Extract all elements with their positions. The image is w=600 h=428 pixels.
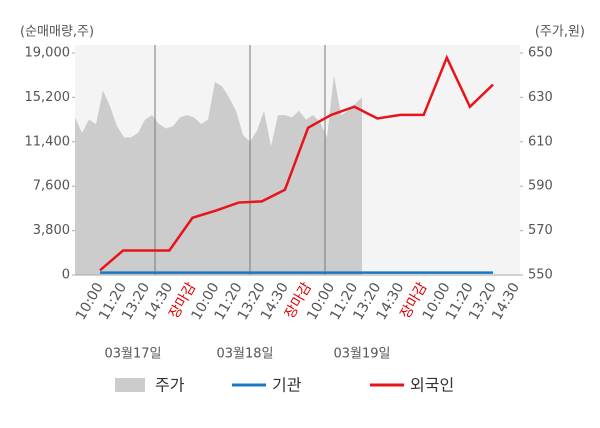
y-tick-label: 7,600 (33, 179, 70, 194)
y2-axis-title: (주가,원) (535, 25, 585, 40)
y2-tick-label: 610 (528, 134, 553, 149)
y2-tick-label: 570 (528, 223, 553, 238)
series-line (99, 54, 494, 272)
price-area (75, 75, 362, 275)
y2-tick-label: 650 (528, 46, 553, 61)
y-tick-label: 0 (62, 268, 70, 283)
legend-label: 주가 (155, 376, 185, 395)
y-tick-label: 11,400 (25, 134, 71, 149)
legend-swatch (115, 378, 145, 392)
date-label: 03월17일 (104, 347, 161, 362)
legend-label: 외국인 (410, 376, 454, 395)
y2-tick-label: 590 (528, 179, 553, 194)
y-tick-label: 3,800 (33, 223, 70, 238)
y-tick-label: 15,200 (25, 90, 71, 105)
y2-tick-label: 630 (528, 90, 553, 105)
y-tick-label: 19,000 (25, 46, 71, 61)
legend-label: 기관 (272, 376, 302, 395)
date-label: 03월18일 (216, 347, 273, 362)
y-axis-title: (순매매량,주) (20, 25, 94, 40)
date-label: 03월19일 (333, 347, 390, 362)
y2-tick-label: 550 (528, 268, 553, 283)
